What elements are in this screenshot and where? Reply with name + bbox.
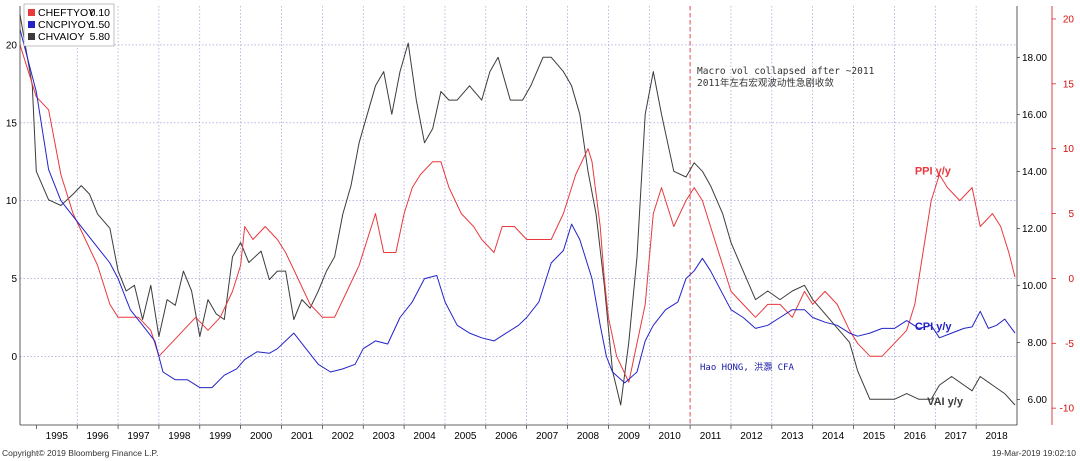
x-tick-2003: 2003 (373, 431, 396, 442)
right-tick--10: -10 (1060, 404, 1075, 415)
x-tick-2015: 2015 (863, 431, 886, 442)
x-tick-2008: 2008 (577, 431, 600, 442)
x-tick-2016: 2016 (904, 431, 927, 442)
x-tick-1999: 1999 (209, 431, 232, 442)
series-labels: PPI y/y CPI y/y VAI y/y (915, 166, 964, 408)
legend-value-vai: 5.80 (90, 31, 111, 43)
x-tick-2017: 2017 (945, 431, 968, 442)
left-tick-5: 5 (11, 274, 17, 285)
x-tick-2014: 2014 (822, 431, 845, 442)
legend-code-vai: CHVAIOY (38, 31, 84, 43)
series-line-chvaioy (19, 14, 1016, 406)
mid-tick-8: 8.00 (1028, 338, 1048, 349)
series-label-chvaioy: VAI y/y (927, 396, 964, 408)
x-tick-2009: 2009 (618, 431, 641, 442)
left-tick-0: 0 (11, 352, 17, 363)
series-label-cncpiyoy: CPI y/y (915, 321, 953, 333)
series-line-cheftyoy (19, 44, 1016, 383)
copyright: Copyright© 2019 Bloomberg Finance L.P. (2, 448, 159, 458)
legend-code-ppi: CHEFTYOY (38, 7, 95, 19)
x-tick-1996: 1996 (87, 431, 110, 442)
series-line-cncpiyoy (19, 29, 1016, 389)
legend-code-cpi: CNCPIYOY (38, 19, 93, 31)
right-tick-20: 20 (1063, 14, 1075, 25)
x-tick-2007: 2007 (536, 431, 559, 442)
x-tick-2000: 2000 (250, 431, 273, 442)
x-tick-2013: 2013 (781, 431, 804, 442)
mid-y-axis: 18.00 16.00 14.00 12.00 10.00 8.00 6.00 (1017, 53, 1047, 406)
right-tick-0: 0 (1068, 274, 1074, 285)
right-tick-10: 10 (1063, 144, 1075, 155)
mid-tick-16: 16.00 (1022, 110, 1047, 121)
grid-lines (20, 6, 1017, 425)
x-tick-2004: 2004 (413, 431, 436, 442)
x-axis: 1995 1996 1997 1998 1999 2000 2001 2002 2003 2004… (35, 425, 1008, 442)
author-credit: Hao HONG, 洪灝 CFA (700, 361, 794, 373)
mid-tick-18: 18.00 (1022, 53, 1047, 64)
mid-tick-12: 12.00 (1022, 224, 1047, 235)
right-tick-5: 5 (1068, 209, 1074, 220)
x-tick-2010: 2010 (659, 431, 682, 442)
mid-tick-6: 6.00 (1028, 395, 1048, 406)
left-tick-10: 10 (6, 196, 18, 207)
right-y-axis: 20 15 10 5 0 -5 -10 (1052, 14, 1075, 415)
x-tick-2001: 2001 (291, 431, 314, 442)
annotation-line-2: 2011年左右宏观波动性急剧收敛 (697, 77, 834, 89)
right-tick--5: -5 (1065, 339, 1074, 350)
x-tick-2002: 2002 (332, 431, 355, 442)
legend-swatch-vai (28, 33, 35, 40)
x-tick-1997: 1997 (127, 431, 150, 442)
x-tick-2018: 2018 (985, 431, 1008, 442)
x-tick-2011: 2011 (700, 431, 722, 442)
x-tick-2005: 2005 (454, 431, 477, 442)
x-tick-1998: 1998 (168, 431, 191, 442)
mid-tick-14: 14.00 (1022, 167, 1047, 178)
legend: CHEFTYOY 0.10 CNCPIYOY 1.50 CHVAIOY 5.80 (23, 3, 115, 47)
left-y-axis: 20 15 10 5 0 (6, 40, 18, 363)
legend-value-ppi: 0.10 (90, 7, 111, 19)
legend-value-cpi: 1.50 (90, 19, 111, 31)
plot-frame (19, 6, 1053, 426)
x-tick-1995: 1995 (46, 431, 69, 442)
left-tick-15: 15 (6, 118, 18, 129)
series-lines (19, 14, 1016, 406)
left-tick-20: 20 (6, 40, 18, 51)
timestamp: 19-Mar-2019 19:02:10 (991, 448, 1076, 458)
mid-tick-10: 10.00 (1022, 281, 1047, 292)
x-tick-2012: 2012 (740, 431, 763, 442)
series-label-cheftyoy: PPI y/y (915, 166, 952, 178)
right-tick-15: 15 (1063, 79, 1075, 90)
legend-swatch-ppi (28, 9, 35, 16)
x-tick-2006: 2006 (495, 431, 518, 442)
annotation-line-1: Macro vol collapsed after ~2011 (697, 66, 875, 77)
legend-swatch-cpi (28, 21, 35, 28)
